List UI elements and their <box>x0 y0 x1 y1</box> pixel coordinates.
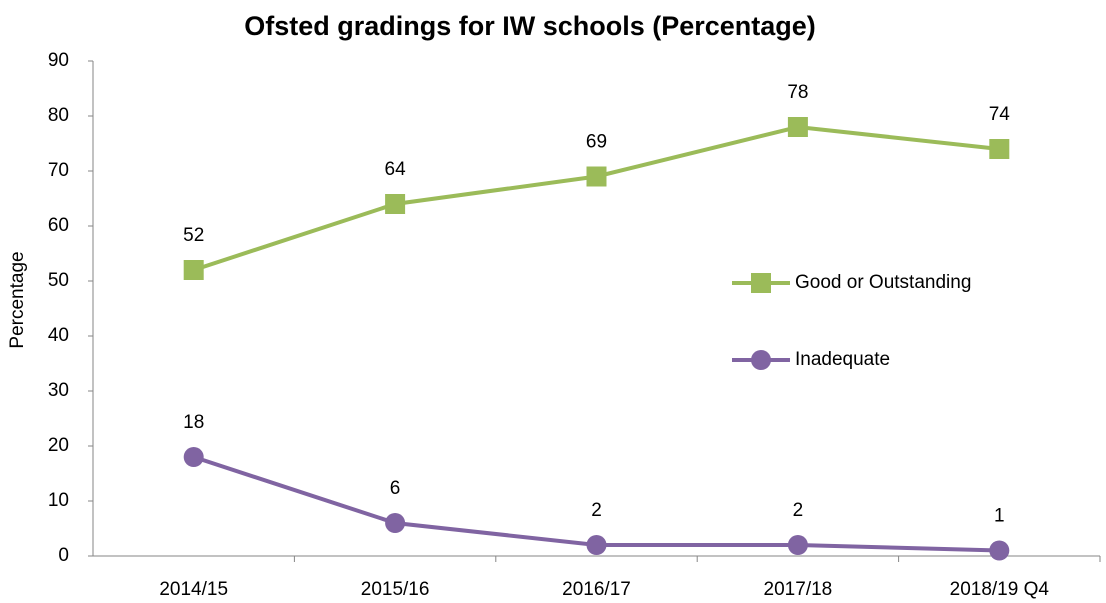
data-label: 78 <box>787 82 808 103</box>
y-tick-label: 0 <box>58 545 69 566</box>
marker <box>586 166 607 187</box>
data-label: 64 <box>385 159 407 180</box>
x-tick-label: 2017/18 <box>764 579 833 600</box>
y-tick-label: 10 <box>48 490 69 511</box>
marker <box>751 350 771 370</box>
data-label: 52 <box>183 225 204 246</box>
chart-title: Ofsted gradings for IW schools (Percenta… <box>244 11 816 41</box>
marker <box>787 117 808 137</box>
y-tick-label: 20 <box>48 435 69 456</box>
marker <box>385 194 406 214</box>
marker <box>989 540 1010 561</box>
y-tick-label: 30 <box>48 380 69 401</box>
data-label: 6 <box>390 478 401 499</box>
x-tick-label: 2018/19 Q4 <box>950 579 1050 600</box>
y-tick-label: 50 <box>48 270 69 291</box>
legend-label: Good or Outstanding <box>795 272 971 293</box>
y-tick-label: 70 <box>48 160 69 181</box>
data-label: 2 <box>591 500 602 521</box>
data-label: 18 <box>183 412 204 433</box>
marker <box>787 535 808 555</box>
y-tick-label: 40 <box>48 325 69 346</box>
data-label: 1 <box>994 506 1005 527</box>
data-label: 74 <box>989 104 1011 125</box>
marker <box>751 273 771 293</box>
y-axis-label: Percentage <box>7 251 28 348</box>
marker <box>989 139 1010 159</box>
data-label: 69 <box>586 132 607 153</box>
marker <box>385 513 406 533</box>
marker <box>183 260 204 280</box>
legend-label: Inadequate <box>795 349 890 370</box>
marker <box>586 535 607 555</box>
y-tick-label: 90 <box>48 50 69 71</box>
y-tick-label: 60 <box>48 215 69 236</box>
x-tick-label: 2016/17 <box>562 579 631 600</box>
x-tick-label: 2015/16 <box>361 579 430 600</box>
marker <box>183 447 204 467</box>
x-tick-label: 2014/15 <box>159 579 228 600</box>
y-tick-label: 80 <box>48 105 69 126</box>
data-label: 2 <box>793 500 804 521</box>
